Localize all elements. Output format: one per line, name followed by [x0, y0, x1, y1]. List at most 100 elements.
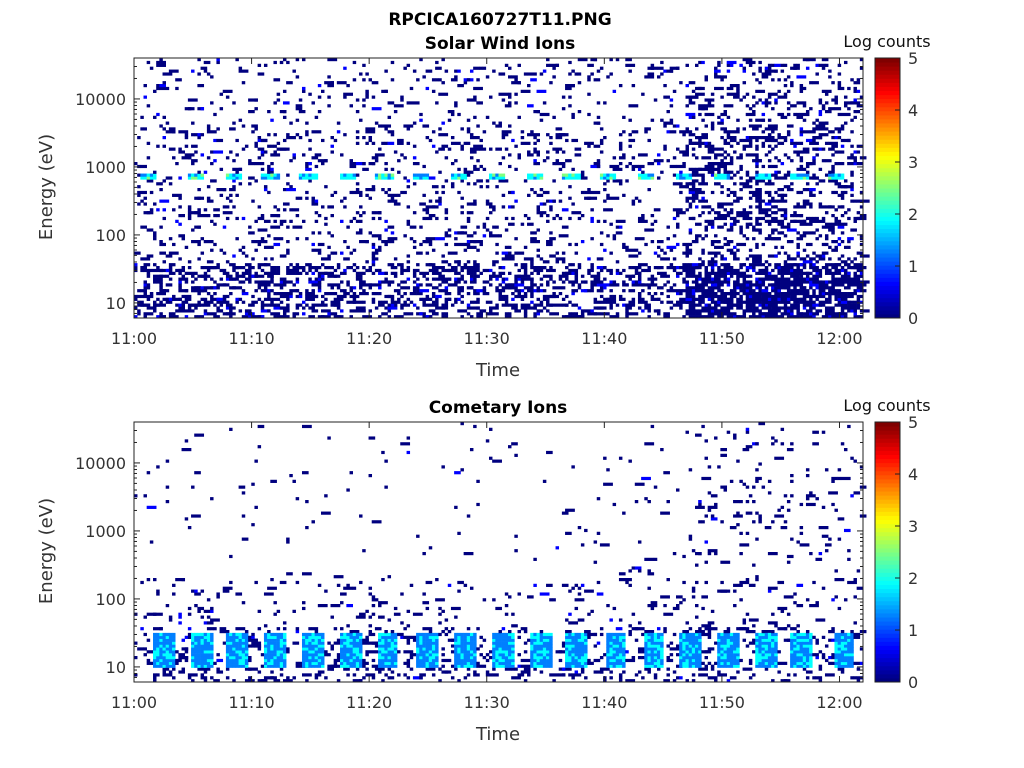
heatmap-cell [156, 297, 160, 301]
heatmap-cell [536, 193, 544, 197]
heatmap-cell [729, 266, 734, 270]
heatmap-cell [726, 248, 734, 252]
heatmap-cell [317, 303, 325, 307]
heatmap-cell [615, 312, 620, 316]
heatmap-cell [298, 196, 303, 200]
heatmap-cell [159, 274, 163, 278]
heatmap-cell [755, 176, 759, 180]
heatmap-cell [254, 98, 258, 102]
heatmap-cell [191, 176, 195, 180]
heatmap-cell [457, 84, 464, 88]
heatmap-cell [593, 280, 598, 284]
heatmap-cell [714, 211, 718, 215]
heatmap-cell [726, 202, 734, 206]
heatmap-cell [210, 606, 214, 611]
heatmap-cell [710, 225, 715, 229]
heatmap-cell [210, 497, 214, 501]
heatmap-cell [473, 240, 483, 244]
heatmap-cell [565, 159, 569, 163]
heatmap-cell [672, 173, 677, 177]
heatmap-cell [260, 283, 265, 287]
heatmap-cell [248, 309, 252, 313]
heatmap-cell [267, 176, 271, 180]
heatmap-cell [153, 202, 157, 206]
heatmap-cell [137, 251, 141, 255]
heatmap-cell [213, 661, 217, 665]
heatmap-cell [260, 303, 265, 307]
heatmap-cell [235, 170, 239, 174]
heatmap-cell [232, 121, 236, 125]
heatmap-cell [818, 257, 823, 261]
heatmap-cell [225, 664, 230, 668]
heatmap-cell [431, 144, 436, 148]
heatmap-cell [840, 150, 845, 154]
heatmap-cell [301, 173, 306, 177]
heatmap-cell [482, 292, 490, 296]
heatmap-cell [498, 72, 502, 76]
heatmap-cell [488, 173, 493, 177]
heatmap-cell [793, 66, 797, 70]
heatmap-cell [222, 268, 227, 273]
heatmap-cell [444, 231, 449, 235]
heatmap-cell [777, 78, 781, 82]
heatmap-cell [536, 162, 541, 166]
heatmap-cell [802, 277, 807, 281]
heatmap-cell [714, 274, 718, 278]
heatmap-cell [793, 211, 797, 215]
heatmap-cell [796, 268, 800, 273]
heatmap-cell [330, 81, 334, 85]
heatmap-cell [327, 58, 338, 62]
heatmap-cell [134, 294, 138, 299]
heatmap-cell [159, 635, 163, 639]
heatmap-cell [546, 300, 550, 304]
heatmap-cell [384, 141, 388, 145]
heatmap-cell [219, 107, 224, 111]
heatmap-cell [298, 303, 303, 307]
heatmap-cell [714, 277, 718, 281]
heatmap-cell [796, 63, 800, 67]
heatmap-cell [235, 656, 239, 660]
heatmap-cell [748, 141, 753, 145]
heatmap-cell [390, 196, 395, 200]
heatmap-cell [178, 234, 186, 238]
heatmap-cell [184, 517, 189, 521]
heatmap-cell [235, 237, 239, 241]
heatmap-cell [508, 92, 512, 96]
heatmap-cell [327, 274, 338, 278]
heatmap-cell [695, 156, 699, 160]
heatmap-cell [853, 219, 857, 223]
heatmap-cell [403, 156, 407, 160]
heatmap-cell [568, 268, 579, 273]
heatmap-cell [206, 661, 211, 665]
heatmap-cell [460, 144, 464, 148]
heatmap-cell [523, 294, 528, 299]
heatmap-cell [286, 136, 296, 140]
heatmap-cell [267, 234, 271, 238]
heatmap-cell [270, 658, 274, 663]
heatmap-cell [805, 202, 813, 206]
heatmap-cell [175, 658, 179, 663]
heatmap-cell [257, 147, 262, 151]
heatmap-cell [631, 199, 636, 203]
heatmap-cell [267, 638, 271, 642]
heatmap-cell [850, 300, 854, 304]
heatmap-cell [837, 294, 845, 299]
heatmap-cell [165, 254, 170, 258]
heatmap-cell [197, 58, 201, 62]
heatmap-cell [815, 176, 819, 180]
heatmap-cell [802, 118, 807, 122]
heatmap-cell [824, 263, 829, 267]
heatmap-cell [729, 211, 734, 215]
heatmap-cell [454, 78, 458, 82]
heatmap-cell [720, 112, 728, 117]
heatmap-cell [187, 627, 192, 631]
heatmap-cell [533, 190, 537, 195]
heatmap-cell [276, 237, 284, 241]
heatmap-cell [774, 138, 778, 143]
heatmap-cell [714, 72, 718, 76]
heatmap-cell [378, 248, 382, 252]
heatmap-cell [847, 283, 851, 287]
heatmap-cell [273, 650, 277, 654]
heatmap-cell [219, 670, 224, 674]
heatmap-cell [552, 216, 556, 221]
